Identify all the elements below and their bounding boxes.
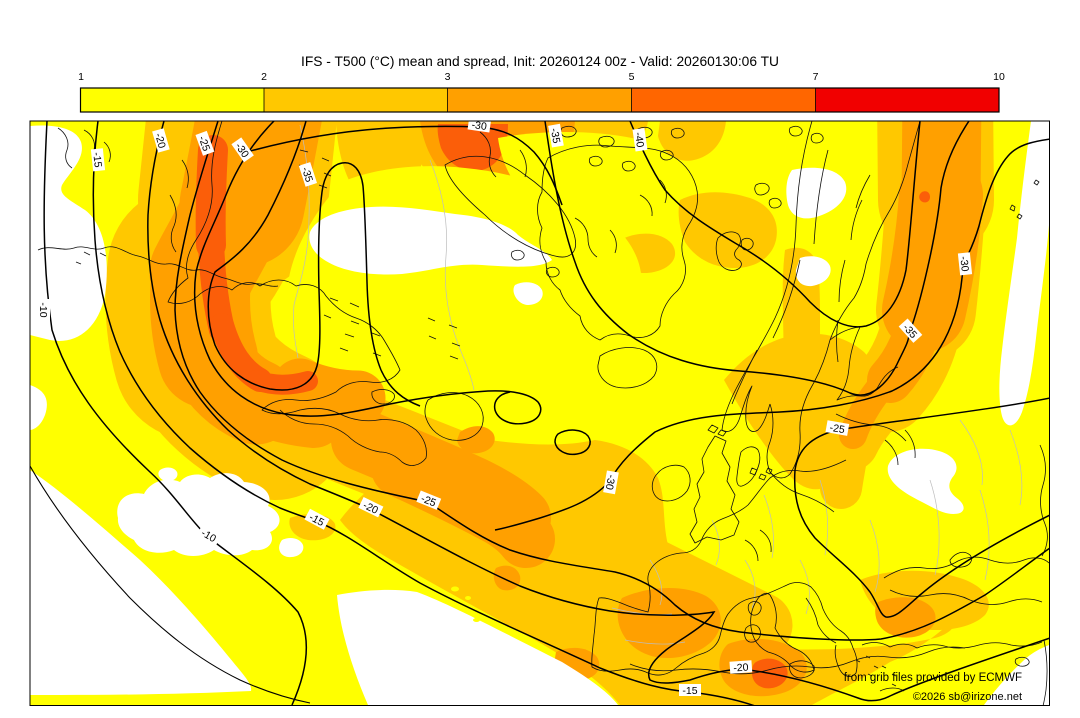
svg-text:3: 3 xyxy=(445,71,451,83)
svg-text:©2026 sb@irizone.net: ©2026 sb@irizone.net xyxy=(913,691,1022,703)
svg-text:-20: -20 xyxy=(152,132,168,150)
svg-text:-25: -25 xyxy=(419,493,438,510)
svg-text:1: 1 xyxy=(78,71,84,83)
svg-text:7: 7 xyxy=(813,71,819,83)
svg-text:-35: -35 xyxy=(299,166,315,184)
svg-text:-30: -30 xyxy=(603,474,617,491)
svg-text:IFS - T500 (°C) mean and sprea: IFS - T500 (°C) mean and spread, Init: 2… xyxy=(301,54,779,69)
svg-text:-30: -30 xyxy=(957,256,971,273)
svg-text:-15: -15 xyxy=(90,152,104,169)
svg-text:-25: -25 xyxy=(196,134,213,153)
svg-text:-20: -20 xyxy=(733,661,749,674)
svg-text:-25: -25 xyxy=(829,422,846,436)
svg-text:-40: -40 xyxy=(632,132,646,149)
svg-text:-30: -30 xyxy=(471,119,488,133)
svg-text:10: 10 xyxy=(993,71,1005,83)
svg-text:from grib files provided by EC: from grib files provided by ECMWF xyxy=(844,672,1022,684)
svg-text:2: 2 xyxy=(261,71,267,83)
svg-text:5: 5 xyxy=(629,71,635,83)
svg-text:-35: -35 xyxy=(548,127,562,144)
svg-text:-10: -10 xyxy=(37,302,49,317)
svg-text:-15: -15 xyxy=(682,685,697,697)
